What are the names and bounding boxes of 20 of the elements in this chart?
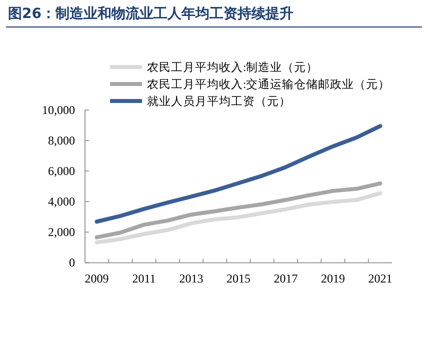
- y-tick-label: 10,000: [42, 103, 75, 117]
- x-tick-label: 2011: [132, 272, 156, 286]
- line-series: [94, 191, 382, 244]
- y-tick-label: 4,000: [48, 194, 75, 209]
- legend-label: 就业人员月平均工资（元）: [147, 95, 291, 108]
- legend-label: 农民工月平均收入:交通运输仓储邮政业（元）: [147, 77, 390, 91]
- y-tick-label: 6,000: [48, 164, 75, 178]
- x-tick-label: 2009: [84, 272, 109, 286]
- legend-label: 农民工月平均收入:制造业（元）: [147, 60, 318, 74]
- x-tick-label: 2019: [320, 272, 345, 286]
- y-tick-label: 8,000: [48, 134, 75, 148]
- line-series: [94, 124, 382, 224]
- y-tick-label: 0: [69, 256, 75, 270]
- y-tick-label: 2,000: [48, 225, 75, 240]
- chart-title: 图26：制造业和物流业工人年均工资持续提升: [8, 5, 294, 22]
- x-tick-label: 2017: [274, 272, 298, 286]
- x-tick-label: 2021: [368, 272, 392, 286]
- x-tick-label: 2015: [226, 272, 250, 286]
- x-tick-label: 2013: [179, 272, 204, 286]
- line-series: [94, 181, 382, 240]
